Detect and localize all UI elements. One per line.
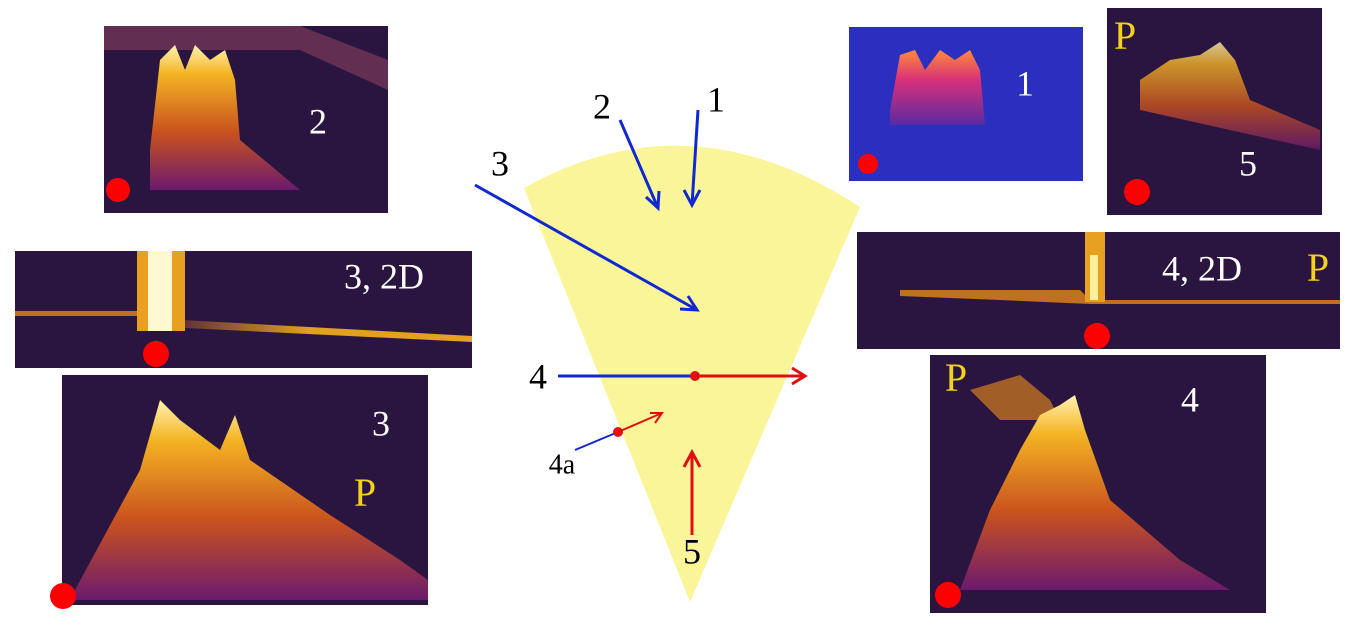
panel-1: 1 — [849, 27, 1083, 181]
panel-3: 3 P — [50, 375, 428, 609]
panel-marker: P — [1114, 13, 1136, 58]
beam-diagram: 1 2 3 4 4a 5 — [474, 79, 860, 602]
panel-label: 4 — [1181, 379, 1199, 419]
panel-label: 5 — [1239, 143, 1257, 183]
panel-label: 3 — [372, 403, 390, 443]
arrow-label: 5 — [683, 531, 701, 571]
panel-2: 2 — [104, 26, 388, 213]
panel-4-2d: 4, 2D P — [857, 232, 1340, 349]
arrow-label: 4 — [529, 356, 547, 396]
arrow-label: 2 — [593, 86, 611, 126]
panel-label: 4, 2D — [1162, 248, 1242, 288]
panel-marker: P — [354, 470, 376, 515]
arrow-label: 3 — [491, 143, 509, 183]
panel-marker: P — [1307, 245, 1329, 290]
panel-4: P 4 — [930, 355, 1266, 613]
arrow-label: 4a — [549, 449, 576, 480]
panel-label: 3, 2D — [344, 256, 424, 296]
panel-marker: P — [945, 355, 967, 400]
arrow-label: 1 — [707, 79, 725, 119]
panel-3-2d: 3, 2D — [15, 251, 472, 368]
panel-label: 1 — [1016, 63, 1034, 103]
panel-5: P 5 — [1107, 8, 1322, 215]
panel-label: 2 — [309, 101, 327, 141]
